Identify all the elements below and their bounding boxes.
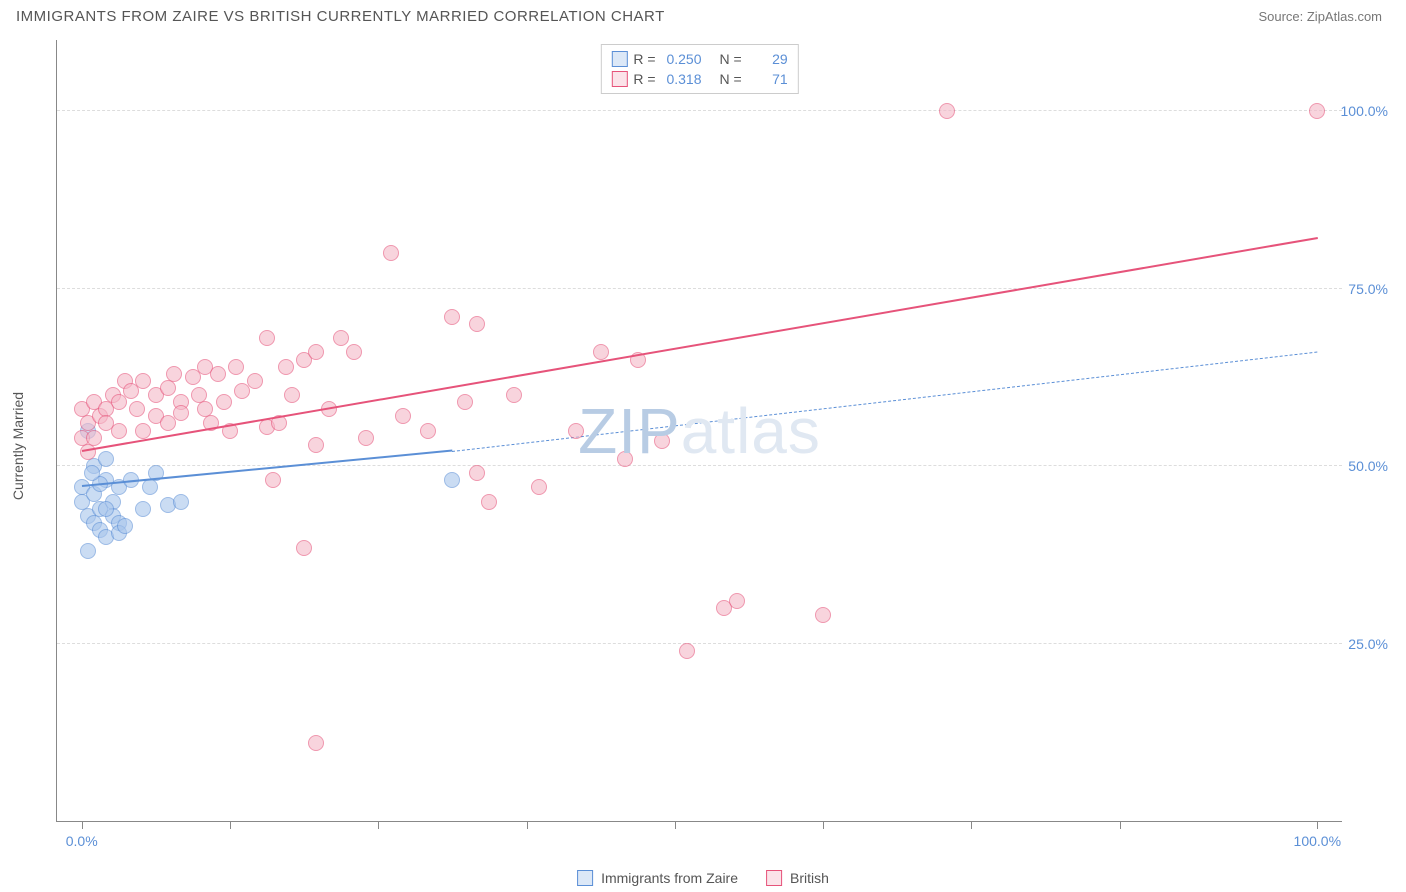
x-tick-label: 0.0%	[66, 833, 98, 849]
data-point-british	[296, 540, 312, 556]
data-point-british	[457, 394, 473, 410]
data-point-british	[358, 430, 374, 446]
data-point-british	[346, 344, 362, 360]
y-tick-label: 25.0%	[1348, 636, 1388, 652]
stats-r-value: 0.250	[662, 51, 702, 67]
x-tick	[675, 821, 676, 829]
chart-container: Currently Married R =0.250N =29R =0.318N…	[16, 40, 1390, 852]
x-tick-label: 100.0%	[1294, 833, 1341, 849]
gridline	[57, 110, 1342, 111]
data-point-zaire	[444, 472, 460, 488]
gridline	[57, 465, 1342, 466]
data-point-british	[308, 735, 324, 751]
data-point-british	[278, 359, 294, 375]
legend-swatch	[577, 870, 593, 886]
data-point-british	[568, 423, 584, 439]
data-point-british	[135, 373, 151, 389]
stats-n-label: N =	[720, 51, 742, 67]
data-point-british	[308, 437, 324, 453]
data-point-zaire	[173, 494, 189, 510]
data-point-british	[531, 479, 547, 495]
data-point-zaire	[80, 543, 96, 559]
data-point-british	[129, 401, 145, 417]
data-point-british	[166, 366, 182, 382]
data-point-zaire	[117, 518, 133, 534]
legend-label: Immigrants from Zaire	[601, 870, 738, 886]
source-label: Source: ZipAtlas.com	[1258, 9, 1382, 24]
gridline	[57, 288, 1342, 289]
x-tick	[971, 821, 972, 829]
data-point-zaire	[98, 501, 114, 517]
data-point-british	[395, 408, 411, 424]
y-axis-label: Currently Married	[10, 392, 26, 500]
data-point-british	[469, 465, 485, 481]
gridline	[57, 643, 1342, 644]
legend-label: British	[790, 870, 829, 886]
data-point-british	[469, 316, 485, 332]
data-point-british	[654, 433, 670, 449]
stats-n-label: N =	[720, 71, 742, 87]
data-point-british	[815, 607, 831, 623]
data-point-british	[265, 472, 281, 488]
data-point-british	[617, 451, 633, 467]
chart-header: IMMIGRANTS FROM ZAIRE VS BRITISH CURRENT…	[0, 0, 1406, 29]
stats-r-value: 0.318	[662, 71, 702, 87]
legend-item: British	[766, 870, 829, 886]
data-point-zaire	[142, 479, 158, 495]
x-tick	[1120, 821, 1121, 829]
data-point-british	[333, 330, 349, 346]
data-point-british	[1309, 103, 1325, 119]
stats-n-value: 29	[748, 51, 788, 67]
stats-n-value: 71	[748, 71, 788, 87]
data-point-british	[247, 373, 263, 389]
data-point-british	[308, 344, 324, 360]
data-point-british	[135, 423, 151, 439]
watermark: ZIPatlas	[578, 394, 821, 468]
data-point-british	[173, 405, 189, 421]
data-point-british	[420, 423, 436, 439]
stats-legend-box: R = 0.250 N = 29 R = 0.318 N = 71	[600, 44, 798, 94]
data-point-british	[481, 494, 497, 510]
x-tick	[1317, 821, 1318, 829]
chart-title: IMMIGRANTS FROM ZAIRE VS BRITISH CURRENT…	[16, 8, 665, 25]
plot-area: R =0.250N =29R =0.318N =71 ZIPatlas 25.0…	[56, 40, 1342, 822]
data-point-british	[228, 359, 244, 375]
data-point-british	[284, 387, 300, 403]
x-tick	[82, 821, 83, 829]
data-point-british	[729, 593, 745, 609]
data-point-british	[216, 394, 232, 410]
data-point-british	[506, 387, 522, 403]
data-point-british	[383, 245, 399, 261]
data-point-zaire	[84, 465, 100, 481]
data-point-british	[259, 330, 275, 346]
y-tick-label: 50.0%	[1348, 458, 1388, 474]
legend-item: Immigrants from Zaire	[577, 870, 738, 886]
data-point-british	[939, 103, 955, 119]
y-tick-label: 100.0%	[1341, 103, 1388, 119]
x-tick	[230, 821, 231, 829]
data-point-british	[111, 423, 127, 439]
x-tick	[823, 821, 824, 829]
legend-swatch	[766, 870, 782, 886]
stats-r-label: R =	[633, 71, 655, 87]
stats-row-british: R = 0.318 N = 71	[611, 69, 787, 89]
swatch-zaire	[611, 51, 627, 67]
data-point-british	[679, 643, 695, 659]
data-point-british	[86, 430, 102, 446]
data-point-british	[444, 309, 460, 325]
data-point-zaire	[98, 451, 114, 467]
stats-r-label: R =	[633, 51, 655, 67]
data-point-british	[593, 344, 609, 360]
trend-line	[452, 351, 1317, 451]
swatch-british	[611, 71, 627, 87]
footer-legend: Immigrants from Zaire British	[577, 870, 829, 886]
stats-row-zaire: R = 0.250 N = 29	[611, 49, 787, 69]
data-point-british	[210, 366, 226, 382]
data-point-zaire	[135, 501, 151, 517]
x-tick	[527, 821, 528, 829]
data-point-british	[160, 380, 176, 396]
y-tick-label: 75.0%	[1348, 281, 1388, 297]
x-tick	[378, 821, 379, 829]
